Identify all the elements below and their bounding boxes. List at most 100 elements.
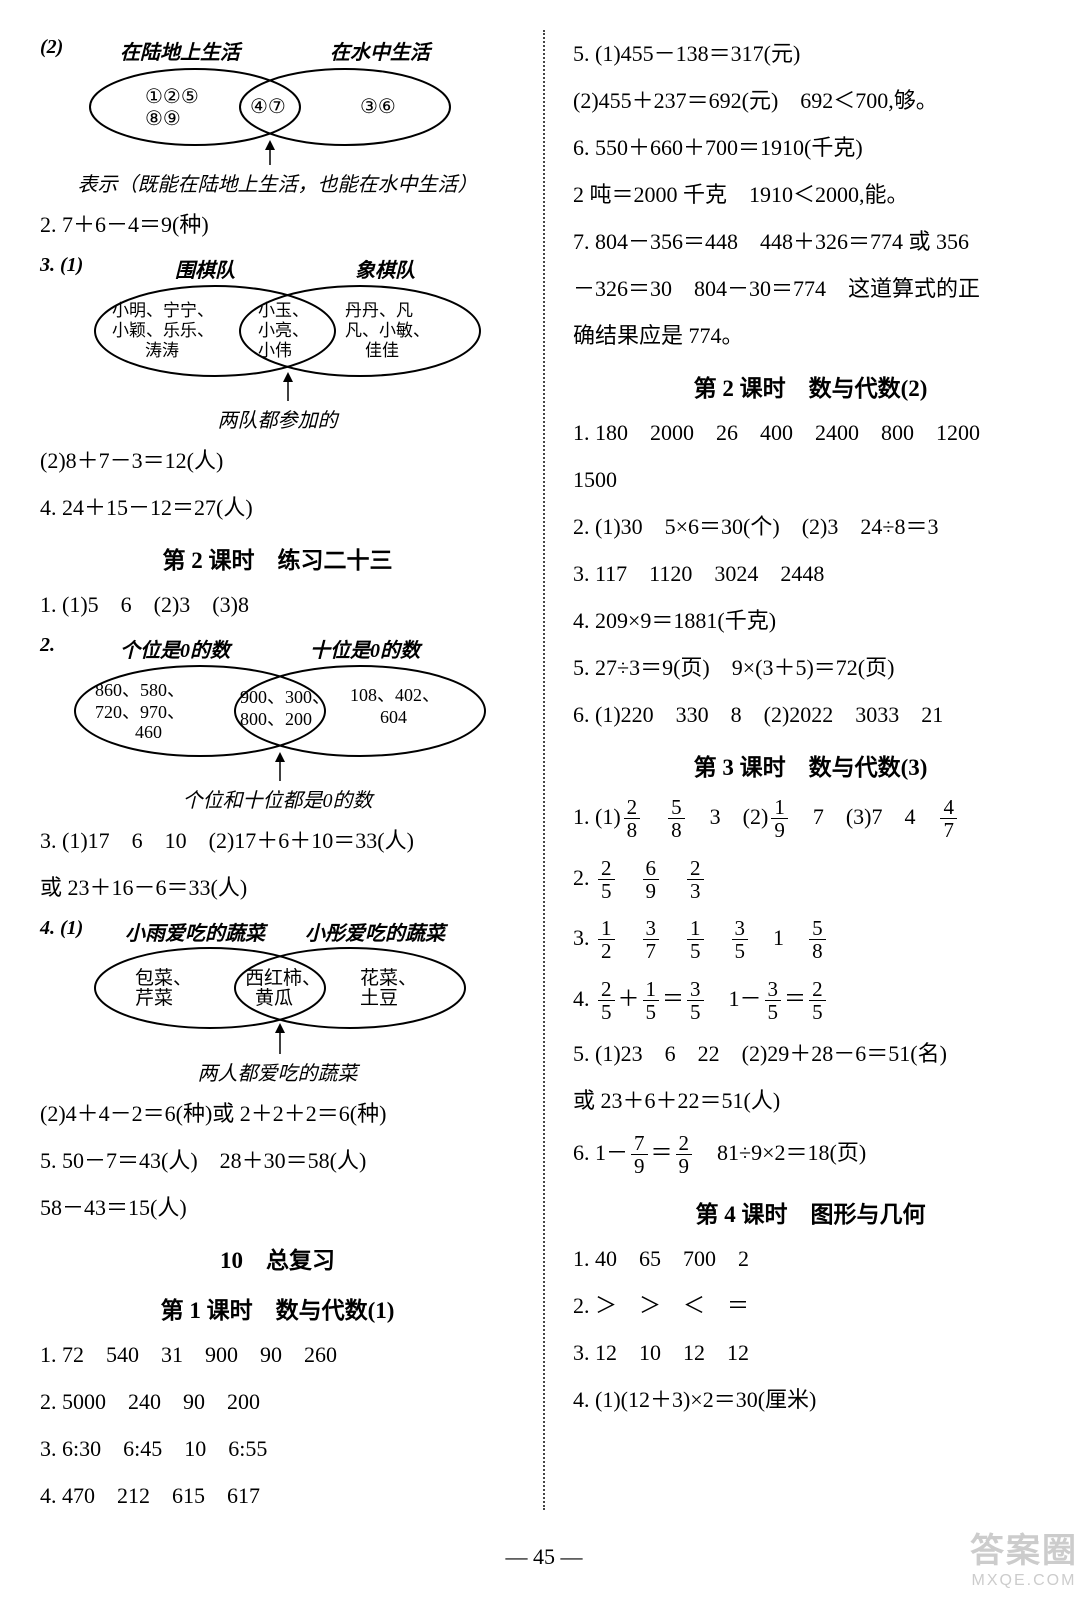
- header-rh3: 第 4 课时 图形与几何: [573, 1195, 1048, 1229]
- svg-text:丹丹、凡: 丹丹、凡: [345, 301, 413, 320]
- line-r4: 2 吨＝2000 千克 1910＜2000,能。: [573, 178, 1048, 211]
- column-divider: [543, 30, 545, 1510]
- svg-text:④⑦: ④⑦: [250, 96, 286, 118]
- venn4-caption: 两人都爱吃的蔬菜: [40, 1057, 515, 1086]
- venn2-prefix: 3. (1): [40, 254, 110, 283]
- line-r6: －326＝30 804－30＝774 这道算式的正: [573, 272, 1048, 305]
- svg-text:900、300、: 900、300、: [240, 687, 330, 707]
- svg-text:800、200: 800、200: [240, 709, 312, 729]
- frac-line-1: 1. (1)28 58 3 (2)19 7 (3)7 4 47: [573, 795, 1048, 842]
- watermark-small: MXQE.COM: [970, 1572, 1078, 1590]
- svg-text:芹菜: 芹菜: [135, 987, 173, 1009]
- line-r20: 4. (1)(12＋3)×2＝30(厘米): [573, 1383, 1048, 1416]
- venn-4: 4. (1) 小雨爱吃的蔬菜 小彤爱吃的蔬菜 包菜、 芹菜 西红柿、 黄瓜 花菜…: [40, 917, 515, 1086]
- svg-text:⑧⑨: ⑧⑨: [145, 108, 181, 130]
- frac-line-5: 6. 1－79＝29 81÷9×2＝18(页): [573, 1131, 1048, 1178]
- header-rh2: 第 3 课时 数与代数(3): [573, 748, 1048, 782]
- line-r19: 3. 12 10 12 12: [573, 1336, 1048, 1369]
- line-r2: (2)455＋237＝692(元) 692＜700,够。: [573, 84, 1048, 117]
- svg-text:①②⑤: ①②⑤: [145, 86, 199, 108]
- venn-1: (2) 在陆地上生活 在水中生活 ①②⑤ ⑧⑨ ④⑦ ③⑥ 表示（既能在陆地上生…: [40, 36, 515, 197]
- venn4-label-right: 小彤爱吃的蔬菜: [290, 917, 460, 946]
- line-r8: 1. 180 2000 26 400 2400 800 1200: [573, 416, 1048, 449]
- frac-line-4: 4. 25＋15＝35 1－35＝25: [573, 977, 1048, 1024]
- header-h2: 10 总复习: [40, 1241, 515, 1275]
- svg-text:包菜、: 包菜、: [135, 967, 192, 989]
- line-l10: 58－43＝15(人): [40, 1191, 515, 1224]
- svg-text:小亮、: 小亮、: [258, 321, 309, 340]
- line-l11: 1. 72 540 31 900 90 260: [40, 1338, 515, 1371]
- line-r12: 4. 209×9＝1881(千克): [573, 604, 1048, 637]
- venn3-caption: 个位和十位都是0的数: [40, 784, 515, 813]
- venn1-label-left: 在陆地上生活: [90, 36, 270, 65]
- svg-text:860、580、: 860、580、: [95, 680, 185, 700]
- left-column: (2) 在陆地上生活 在水中生活 ①②⑤ ⑧⑨ ④⑦ ③⑥ 表示（既能在陆地上生…: [40, 30, 515, 1510]
- venn3-label-left: 个位是0的数: [90, 634, 260, 663]
- line-r9: 1500: [573, 463, 1048, 496]
- venn4-prefix: 4. (1): [40, 917, 110, 946]
- line-r16: 或 23＋6＋22＝51(人): [573, 1084, 1048, 1117]
- venn4-label-left: 小雨爱吃的蔬菜: [110, 917, 280, 946]
- svg-text:720、970、: 720、970、: [95, 702, 185, 722]
- line-r5: 7. 804－356＝448 448＋326＝774 或 356: [573, 225, 1048, 258]
- venn3-label-right: 十位是0的数: [280, 634, 450, 663]
- line-l7: 或 23＋16－6＝33(人): [40, 871, 515, 904]
- line-r3: 6. 550＋660＋700＝1910(千克): [573, 131, 1048, 164]
- svg-text:涛涛: 涛涛: [145, 341, 179, 360]
- watermark: 答案圈 MXQE.COM: [970, 1523, 1078, 1590]
- line-l5: 1. (1)5 6 (2)3 (3)8: [40, 588, 515, 621]
- svg-text:西红柿、: 西红柿、: [245, 967, 321, 989]
- venn1-prefix: (2): [40, 36, 90, 65]
- venn2-label-left: 围棋队: [140, 254, 270, 283]
- line-r11: 3. 117 1120 3024 2448: [573, 557, 1048, 590]
- line-r1: 5. (1)455－138＝317(元): [573, 37, 1048, 70]
- venn-2: 3. (1) 围棋队 象棋队 小明、宁宁、 小颖、乐乐、 涛涛 小玉、 小亮、 …: [40, 254, 515, 433]
- line-r17: 1. 40 65 700 2: [573, 1242, 1048, 1275]
- f4-pre: 4.: [573, 986, 595, 1011]
- line-l4: 4. 24＋15－12＝27(人): [40, 491, 515, 524]
- watermark-big: 答案圈: [970, 1523, 1078, 1572]
- svg-text:460: 460: [135, 722, 162, 742]
- f1-pre: 1. (1): [573, 804, 621, 829]
- f3-pre: 3.: [573, 925, 595, 950]
- line-r15: 5. (1)23 6 22 (2)29＋28－6＝51(名): [573, 1037, 1048, 1070]
- svg-text:108、402、: 108、402、: [350, 685, 440, 705]
- venn-3: 2. 个位是0的数 十位是0的数 860、580、 720、970、 460 9…: [40, 634, 515, 813]
- frac-line-2: 2. 25 69 23: [573, 856, 1048, 903]
- f2-pre: 2.: [573, 865, 595, 890]
- svg-text:小颖、乐乐、: 小颖、乐乐、: [112, 321, 214, 340]
- venn4-svg: 包菜、 芹菜 西红柿、 黄瓜 花菜、 土豆: [40, 946, 500, 1061]
- line-l12: 2. 5000 240 90 200: [40, 1385, 515, 1418]
- venn1-label-right: 在水中生活: [290, 36, 470, 65]
- svg-text:604: 604: [380, 707, 407, 727]
- line-r10: 2. (1)30 5×6＝30(个) (2)3 24÷8＝3: [573, 510, 1048, 543]
- venn1-svg: ①②⑤ ⑧⑨ ④⑦ ③⑥: [40, 65, 480, 170]
- venn2-caption: 两队都参加的: [40, 404, 515, 433]
- line-l6: 3. (1)17 6 10 (2)17＋6＋10＝33(人): [40, 824, 515, 857]
- svg-text:土豆: 土豆: [360, 987, 398, 1009]
- svg-text:小明、宁宁、: 小明、宁宁、: [112, 301, 214, 320]
- svg-text:③⑥: ③⑥: [360, 96, 396, 118]
- f5-pre: 6. 1－: [573, 1140, 628, 1165]
- page-number: — 45 —: [0, 1544, 1088, 1570]
- venn2-svg: 小明、宁宁、 小颖、乐乐、 涛涛 小玉、 小亮、 小伟 丹丹、凡 凡、小敏、 佳…: [40, 283, 500, 408]
- svg-text:小伟: 小伟: [258, 341, 292, 360]
- header-rh1: 第 2 课时 数与代数(2): [573, 369, 1048, 403]
- line-l13: 3. 6:30 6:45 10 6:55: [40, 1432, 515, 1465]
- svg-text:佳佳: 佳佳: [365, 341, 399, 360]
- page-content: (2) 在陆地上生活 在水中生活 ①②⑤ ⑧⑨ ④⑦ ③⑥ 表示（既能在陆地上生…: [40, 30, 1048, 1510]
- venn3-svg: 860、580、 720、970、 460 900、300、 800、200 1…: [40, 663, 510, 788]
- line-l2: 2. 7＋6－4＝9(种): [40, 208, 515, 241]
- line-r13: 5. 27÷3＝9(页) 9×(3＋5)＝72(页): [573, 651, 1048, 684]
- line-l8: (2)4＋4－2＝6(种)或 2＋2＋2＝6(种): [40, 1097, 515, 1130]
- header-h3: 第 1 课时 数与代数(1): [40, 1291, 515, 1325]
- venn2-label-right: 象棋队: [320, 254, 450, 283]
- line-r7: 确结果应是 774。: [573, 319, 1048, 352]
- frac-line-3: 3. 12 37 15 35 1 58: [573, 916, 1048, 963]
- line-r18: 2. ＞ ＞ ＜ ＝: [573, 1289, 1048, 1322]
- svg-text:花菜、: 花菜、: [360, 967, 417, 989]
- venn3-prefix: 2.: [40, 634, 70, 663]
- header-h1: 第 2 课时 练习二十三: [40, 541, 515, 575]
- right-column: 5. (1)455－138＝317(元) (2)455＋237＝692(元) 6…: [573, 30, 1048, 1510]
- svg-text:黄瓜: 黄瓜: [255, 987, 293, 1009]
